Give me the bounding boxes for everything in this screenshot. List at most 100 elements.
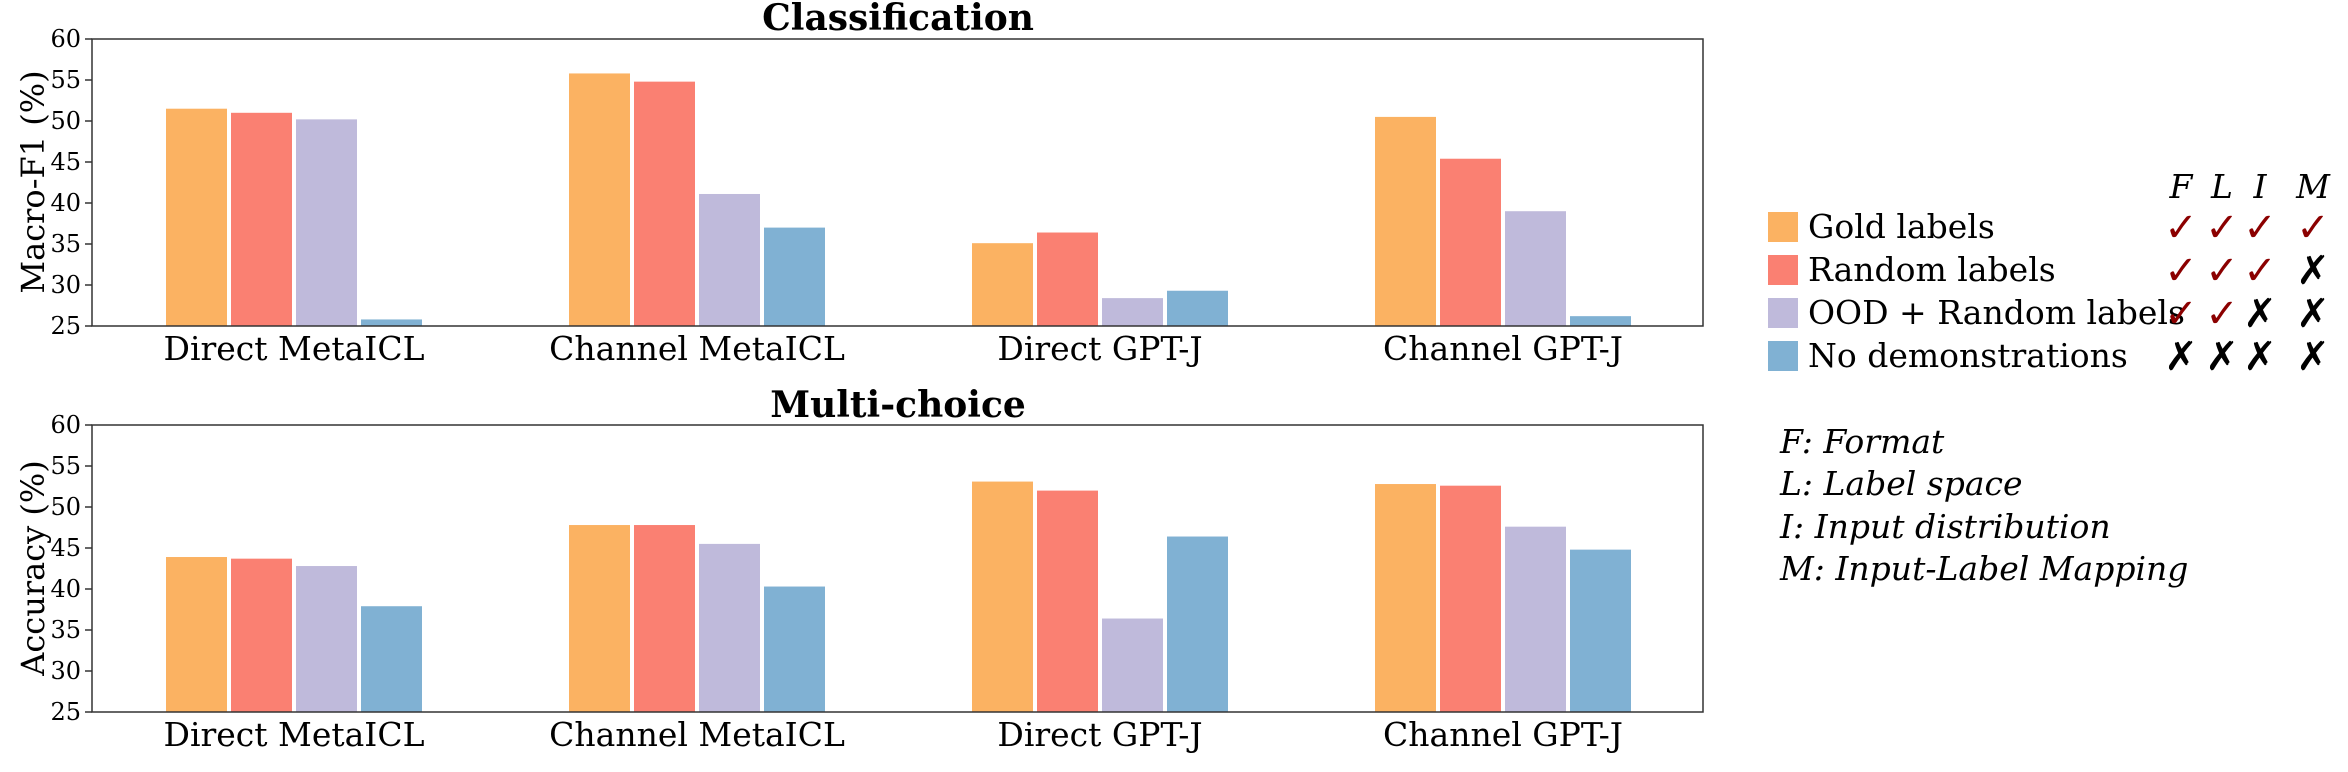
- cross-icon: ✗: [2243, 291, 2277, 337]
- note-label-space: L: Label space: [1779, 464, 2023, 503]
- classification-panel: Classification Macro-F1 (%) 25 30 35 40 45 50…: [14, 0, 1704, 368]
- multi-choice-bar-random-labels-direct-gpt-j: [1037, 490, 1098, 712]
- multi-choice-plot-frame: [91, 424, 1704, 713]
- classification-bar-gold-labels-direct-metaicl: [166, 108, 227, 326]
- legend-label-no-demonstrations: No demonstrations: [1808, 336, 2128, 375]
- cross-icon: ✗: [2296, 248, 2330, 294]
- classification-y-tick-label: 60: [50, 25, 81, 53]
- legend-rows: Gold labels ✓ ✓ ✓ ✓Random labels ✓ ✓ ✓ ✗OOD + Ra…: [1768, 205, 2330, 380]
- cross-icon: ✗: [2243, 334, 2277, 380]
- multi-choice-bar-ood-random-labels-direct-metaicl: [296, 566, 357, 712]
- classification-bar-ood-random-labels-direct-gpt-j: [1102, 298, 1163, 326]
- classification-bar-random-labels-direct-gpt-j: [1037, 232, 1098, 326]
- classification-category-direct-metaicl: Direct MetaICL: [163, 329, 424, 368]
- classification-bar-ood-random-labels-direct-metaicl: [296, 119, 357, 326]
- multi-choice-x-categories: Direct MetaICL Channel MetaICL Direct GPT-…: [163, 715, 1622, 754]
- multi-choice-y-tick-label: 55: [50, 452, 81, 480]
- legend-swatch-gold-labels: [1768, 212, 1798, 242]
- classification-y-ticks: 25 30 35 40 45 50 55 60: [50, 25, 92, 340]
- classification-bar-no-demonstrations-direct-metaicl: [361, 319, 422, 326]
- classification-y-tick-label: 25: [50, 312, 81, 340]
- multi-choice-bar-random-labels-channel-gpt-j: [1440, 485, 1501, 712]
- classification-title: Classification: [762, 0, 1034, 39]
- cross-icon: ✗: [2164, 334, 2198, 380]
- multi-choice-title: Multi-choice: [770, 384, 1026, 426]
- multi-choice-y-tick-label: 40: [50, 575, 81, 603]
- check-icon: ✓: [2164, 248, 2198, 294]
- check-icon: ✓: [2205, 291, 2239, 337]
- check-icon: ✓: [2243, 205, 2277, 251]
- classification-bar-gold-labels-direct-gpt-j: [972, 243, 1033, 326]
- multi-choice-bar-gold-labels-direct-gpt-j: [972, 481, 1033, 712]
- multi-choice-y-ticks: 25 30 35 40 45 50 55 60: [50, 411, 92, 726]
- classification-x-categories: Direct MetaICL Channel MetaICL Direct GPT-…: [163, 329, 1622, 368]
- classification-bar-gold-labels-channel-metaicl: [569, 73, 630, 326]
- classification-y-axis-label: Macro-F1 (%): [14, 70, 52, 293]
- classification-y-tick-label: 45: [50, 148, 81, 176]
- cross-icon: ✗: [2296, 334, 2330, 380]
- check-icon: ✓: [2296, 205, 2330, 251]
- multi-choice-bar-random-labels-channel-metaicl: [634, 525, 695, 712]
- multi-choice-bar-no-demonstrations-channel-metaicl: [764, 586, 825, 712]
- classification-bar-no-demonstrations-channel-gpt-j: [1570, 316, 1631, 326]
- classification-y-tick-label: 40: [50, 189, 81, 217]
- note-format: F: Format: [1779, 422, 1945, 461]
- classification-bar-ood-random-labels-channel-gpt-j: [1505, 211, 1566, 326]
- multi-choice-category-direct-metaicl: Direct MetaICL: [163, 715, 424, 754]
- classification-bars: [166, 73, 1631, 327]
- classification-category-direct-gpt-j: Direct GPT-J: [997, 329, 1202, 368]
- check-icon: ✓: [2205, 248, 2239, 294]
- multi-choice-y-tick-label: 30: [50, 657, 81, 685]
- multi-choice-bar-no-demonstrations-direct-gpt-j: [1167, 536, 1228, 712]
- legend-col-f: F: [2169, 167, 2194, 206]
- classification-bar-no-demonstrations-direct-gpt-j: [1167, 290, 1228, 326]
- cross-icon: ✗: [2296, 291, 2330, 337]
- multi-choice-bar-random-labels-direct-metaicl: [231, 558, 292, 712]
- classification-bar-gold-labels-channel-gpt-j: [1375, 116, 1436, 327]
- legend-swatch-random-labels: [1768, 255, 1798, 285]
- multi-choice-category-channel-gpt-j: Channel GPT-J: [1383, 715, 1623, 754]
- legend-swatch-no-demonstrations: [1768, 341, 1798, 371]
- abbreviation-notes: F: Format L: Label space I: Input distri…: [1779, 422, 2188, 588]
- multi-choice-bars: [166, 481, 1631, 712]
- check-icon: ✓: [2205, 205, 2239, 251]
- classification-y-tick-label: 50: [50, 107, 81, 135]
- classification-bar-random-labels-channel-metaicl: [634, 81, 695, 326]
- multi-choice-category-direct-gpt-j: Direct GPT-J: [997, 715, 1202, 754]
- classification-bar-random-labels-direct-metaicl: [231, 112, 292, 326]
- check-icon: ✓: [2164, 291, 2198, 337]
- classification-bar-ood-random-labels-channel-metaicl: [699, 193, 760, 326]
- classification-y-tick-label: 30: [50, 271, 81, 299]
- legend-label-gold-labels: Gold labels: [1808, 207, 1995, 246]
- multi-choice-y-tick-label: 60: [50, 411, 81, 439]
- multi-choice-bar-ood-random-labels-channel-metaicl: [699, 543, 760, 712]
- classification-category-channel-gpt-j: Channel GPT-J: [1383, 329, 1623, 368]
- cross-icon: ✗: [2205, 334, 2239, 380]
- classification-bar-no-demonstrations-channel-metaicl: [764, 227, 825, 326]
- classification-bar-random-labels-channel-gpt-j: [1440, 158, 1501, 326]
- check-icon: ✓: [2243, 248, 2277, 294]
- multi-choice-bar-no-demonstrations-direct-metaicl: [361, 606, 422, 712]
- multi-choice-y-tick-label: 35: [50, 616, 81, 644]
- classification-category-channel-metaicl: Channel MetaICL: [549, 329, 845, 368]
- multi-choice-bar-gold-labels-direct-metaicl: [166, 557, 227, 712]
- legend-label-ood-random-labels: OOD + Random labels: [1808, 293, 2185, 332]
- check-icon: ✓: [2164, 205, 2198, 251]
- classification-plot-frame: [91, 38, 1704, 327]
- legend-swatch-ood-random-labels: [1768, 298, 1798, 328]
- multi-choice-bar-ood-random-labels-channel-gpt-j: [1505, 526, 1566, 712]
- multi-choice-category-channel-metaicl: Channel MetaICL: [549, 715, 845, 754]
- multi-choice-y-tick-label: 50: [50, 493, 81, 521]
- legend: F L I M Gold labels ✓ ✓ ✓ ✓Random labels ✓ ✓ ✓ ✗…: [1768, 167, 2331, 380]
- note-input-distribution: I: Input distribution: [1779, 507, 2111, 546]
- multi-choice-bar-gold-labels-channel-metaicl: [569, 525, 630, 712]
- multi-choice-y-axis-label: Accuracy (%): [14, 460, 52, 676]
- multi-choice-y-tick-label: 45: [50, 534, 81, 562]
- multi-choice-bar-ood-random-labels-direct-gpt-j: [1102, 618, 1163, 712]
- multi-choice-bar-no-demonstrations-channel-gpt-j: [1570, 549, 1631, 712]
- classification-y-tick-label: 55: [50, 66, 81, 94]
- legend-col-m: M: [2295, 167, 2331, 206]
- legend-col-l: L: [2210, 167, 2233, 206]
- multi-choice-y-tick-label: 25: [50, 698, 81, 726]
